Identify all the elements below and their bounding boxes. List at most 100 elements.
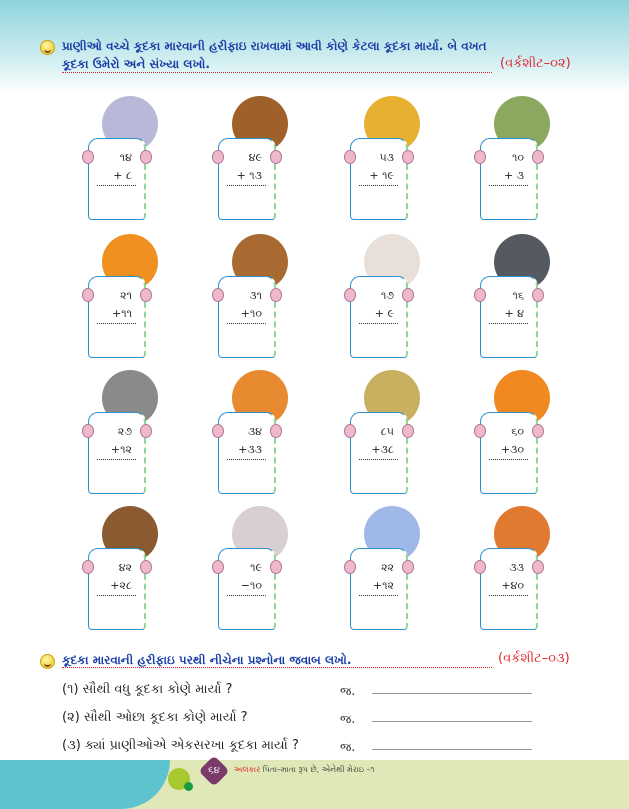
right-hand-icon <box>532 288 544 302</box>
sum-card: ૨૭ +૧૨ <box>88 412 146 494</box>
decor-circle <box>184 782 193 791</box>
worksheet-label: (વર્કશીટ–૦૩) <box>498 651 570 666</box>
left-hand-icon <box>82 560 94 574</box>
right-hand-icon <box>140 150 152 164</box>
sum-card: ૩૩ +૪૦ <box>480 548 538 630</box>
sum-card: ૨૧ +૧૧ <box>88 276 146 358</box>
first-number: ૫૩ <box>379 151 394 164</box>
answer-line[interactable] <box>372 693 532 694</box>
second-number: + ૧૯ <box>369 169 394 182</box>
smiley-icon <box>40 40 55 55</box>
first-number: ૧૯ <box>250 561 262 574</box>
right-hand-icon <box>140 424 152 438</box>
answer-line[interactable] <box>372 749 532 750</box>
left-hand-icon <box>212 424 224 438</box>
second-number: −૧૦ <box>240 579 262 592</box>
second-number: + ૮ <box>113 169 132 182</box>
second-number: +૩૮ <box>371 443 394 456</box>
right-hand-icon <box>532 150 544 164</box>
footer-label: અલંકાર <box>234 765 261 774</box>
second-number: +૩૩ <box>238 443 262 456</box>
right-hand-icon <box>532 424 544 438</box>
answer-line[interactable] <box>227 595 266 596</box>
animal-card-deer: ૩૩ +૪૦ <box>456 506 586 642</box>
sum-card: ૮૫ +૩૮ <box>350 412 408 494</box>
answer-line[interactable] <box>489 595 528 596</box>
left-hand-icon <box>474 150 486 164</box>
left-hand-icon <box>82 150 94 164</box>
answer-line[interactable] <box>489 185 528 186</box>
dotted-rule <box>62 667 492 668</box>
answer-line[interactable] <box>489 323 528 324</box>
left-hand-icon <box>474 288 486 302</box>
question-text: (૩) ક્યાં પ્રાણીઓએ એકસરખા કૂદકા માર્યા ? <box>62 738 299 753</box>
answer-line[interactable] <box>359 323 398 324</box>
sum-card: ૧૬ + ૪ <box>480 276 538 358</box>
sum-card: ૧૯ −૧૦ <box>218 548 276 630</box>
answer-label: જ. <box>340 740 356 754</box>
worksheet-label: (વર્કશીટ–૦૨) <box>500 56 571 71</box>
sum-card: ૪૯ + ૧૩ <box>218 138 276 220</box>
second-number: +૨૮ <box>110 579 132 592</box>
answer-line[interactable] <box>227 459 266 460</box>
answer-line[interactable] <box>97 323 136 324</box>
right-hand-icon <box>270 150 282 164</box>
answer-line[interactable] <box>359 185 398 186</box>
right-hand-icon <box>402 150 414 164</box>
animal-card-turtle: ૧૦ + ૩ <box>456 96 586 232</box>
first-number: ૪૯ <box>248 151 262 164</box>
second-number: +૩૦ <box>500 443 524 456</box>
footer-accent <box>0 760 170 809</box>
sum-card: ૩૧ +૧૦ <box>218 276 276 358</box>
answer-line[interactable] <box>227 185 266 186</box>
right-hand-icon <box>140 288 152 302</box>
left-hand-icon <box>212 288 224 302</box>
left-hand-icon <box>474 560 486 574</box>
answer-line[interactable] <box>227 323 266 324</box>
sum-card: ૫૩ + ૧૯ <box>350 138 408 220</box>
sum-card: ૧૪ + ૮ <box>88 138 146 220</box>
first-number: ૩૪ <box>247 425 262 438</box>
second-number: +૪૦ <box>501 579 524 592</box>
answer-label: જ. <box>340 712 356 726</box>
answer-line[interactable] <box>359 595 398 596</box>
sum-card: ૪૨ +૨૮ <box>88 548 146 630</box>
left-hand-icon <box>82 424 94 438</box>
right-hand-icon <box>402 288 414 302</box>
left-hand-icon <box>82 288 94 302</box>
animal-card-elephant: ૧૪ + ૮ <box>64 96 194 232</box>
first-number: ૬૦ <box>511 425 524 438</box>
left-hand-icon <box>344 288 356 302</box>
first-number: ૨૨ <box>381 561 394 574</box>
section-title: કૂદકા મારવાની હરીફાઇ પરથી નીચેના પ્રશ્નો… <box>62 653 352 667</box>
first-number: ૩૩ <box>509 561 524 574</box>
answer-line[interactable] <box>97 459 136 460</box>
animal-card-goat: ૨૭ +૧૨ <box>64 370 194 506</box>
right-hand-icon <box>140 560 152 574</box>
animal-card-dog: ૩૪ +૩૩ <box>194 370 324 506</box>
first-number: ૩૧ <box>249 289 262 302</box>
answer-line[interactable] <box>97 595 136 596</box>
animal-card-cow: ૧૭ + ૯ <box>326 234 456 370</box>
left-hand-icon <box>344 560 356 574</box>
answer-line[interactable] <box>489 459 528 460</box>
answer-line[interactable] <box>372 721 532 722</box>
second-number: +૧૨ <box>372 579 394 592</box>
second-number: +૧૨ <box>110 443 132 456</box>
question-text: (૧) સૌથી વધુ કૂદકા કોણે માર્યા ? <box>62 682 233 697</box>
first-number: ૧૪ <box>119 151 132 164</box>
page-number: ૬૪ <box>208 765 220 776</box>
first-number: ૨૭ <box>117 425 132 438</box>
second-number: + ૧૩ <box>236 169 262 182</box>
answer-label: જ. <box>340 684 356 698</box>
sum-card: ૧૦ + ૩ <box>480 138 538 220</box>
animal-card-horse: ૮૫ +૩૮ <box>326 370 456 506</box>
answer-line[interactable] <box>359 459 398 460</box>
first-number: ૧૦ <box>511 151 524 164</box>
left-hand-icon <box>212 560 224 574</box>
first-number: ૮૫ <box>380 425 394 438</box>
answer-line[interactable] <box>97 185 136 186</box>
instruction-line2: કૂદકા ઉમેરો અને સંખ્યા લખો. <box>62 57 210 71</box>
right-hand-icon <box>402 424 414 438</box>
first-number: ૧૭ <box>380 289 394 302</box>
